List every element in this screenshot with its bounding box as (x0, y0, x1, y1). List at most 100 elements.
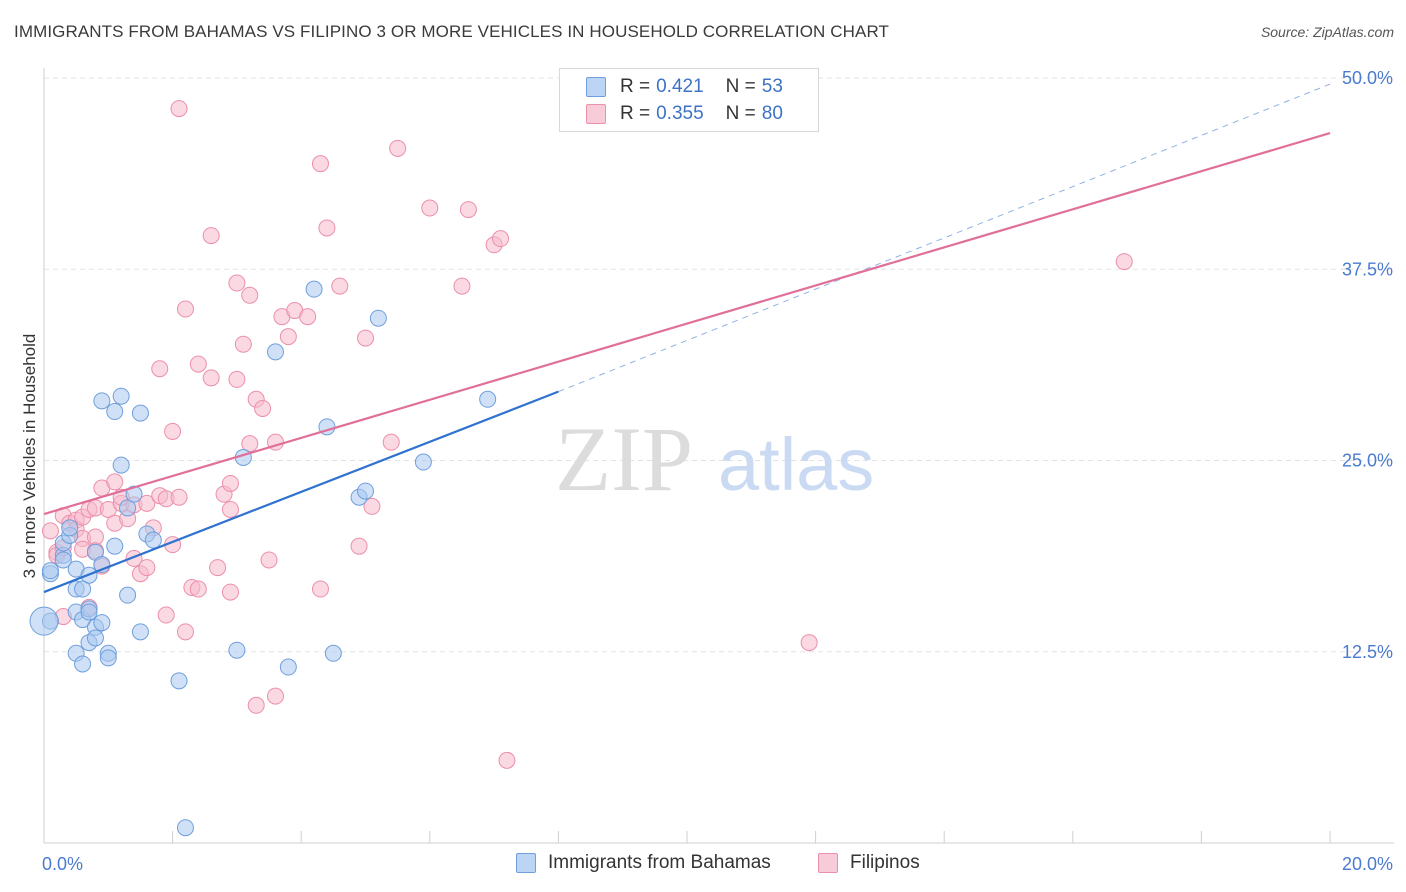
legend-n-label: N = (725, 103, 756, 124)
filipinos-point (202, 369, 220, 387)
legend-row-filipinos: R = 0.355 N = 80 (586, 103, 783, 125)
filipinos-point (492, 230, 510, 248)
bahamas-point (29, 606, 59, 636)
bahamas-point (357, 482, 374, 500)
legend-row-bahamas: R = 0.421 N = 53 (586, 76, 783, 98)
trend-lines (43, 83, 1331, 594)
bahamas-point (106, 403, 124, 421)
filipinos-trend-line (43, 132, 1331, 516)
filipinos-point (389, 139, 407, 157)
bahamas-point (144, 531, 162, 549)
watermark: ZIP atlas (555, 408, 874, 510)
filipinos-point (382, 433, 400, 451)
axes (43, 68, 1394, 844)
filipinos-point (106, 473, 124, 491)
bahamas-point (61, 519, 79, 537)
filipinos-point (459, 201, 477, 219)
bottom-legend-filipinos: Filipinos (818, 852, 920, 874)
bahamas-point (266, 343, 284, 361)
bahamas-point (54, 551, 72, 569)
bahamas-point (93, 392, 111, 410)
filipinos-point (189, 580, 207, 598)
filipinos-point (176, 300, 194, 318)
bahamas-point (414, 453, 432, 471)
filipinos-point (228, 370, 246, 388)
filipinos-point (363, 497, 381, 515)
bahamas-point (106, 537, 124, 555)
bahamas-point (170, 672, 188, 690)
bahamas-point (369, 309, 387, 327)
legend-r-value: 0.355 (656, 103, 704, 124)
bahamas-points (29, 280, 497, 837)
filipinos-point (357, 329, 374, 347)
chart-title: IMMIGRANTS FROM BAHAMAS VS FILIPINO 3 OR… (14, 22, 889, 41)
filipinos-point (331, 277, 349, 295)
filipinos-point (311, 155, 329, 173)
filipinos-point (241, 286, 259, 304)
filipinos-point (221, 500, 239, 518)
bahamas-point (112, 387, 130, 405)
filipinos-point (241, 435, 259, 453)
bahamas-point (279, 658, 297, 676)
filipinos-point (170, 488, 188, 506)
bahamas-point (74, 580, 92, 598)
bahamas-point (228, 641, 246, 659)
y-tick-label: 12.5% (1342, 642, 1393, 662)
legend-r-value: 0.421 (656, 76, 704, 97)
legend-n-value: 53 (761, 76, 783, 97)
filipinos-point (453, 277, 471, 295)
watermark-atlas: atlas (718, 423, 874, 506)
filipinos-point (164, 422, 182, 440)
legend-swatch-pink (586, 104, 606, 124)
filipinos-point (209, 559, 227, 577)
y-axis-label: 3 or more Vehicles in Household (20, 334, 39, 579)
filipinos-point (228, 274, 246, 292)
bahamas-point (305, 280, 323, 298)
filipinos-point (176, 623, 194, 641)
bottom-legend-swatch-pink (818, 853, 838, 873)
legend-swatch-blue (586, 77, 606, 97)
watermark-zip: ZIP (555, 408, 693, 510)
filipinos-point (221, 474, 239, 492)
bahamas-point (80, 603, 98, 621)
filipinos-point (234, 335, 252, 353)
bahamas-point (125, 485, 143, 503)
bahamas-point (93, 614, 111, 632)
grid-lines (44, 77, 1394, 653)
filipinos-point (247, 696, 265, 714)
bahamas-point (131, 623, 149, 641)
bahamas-point (479, 390, 497, 408)
filipinos-point (254, 399, 272, 417)
legend-n-label: N = (725, 76, 756, 97)
filipinos-point (279, 328, 297, 346)
bahamas-point (324, 644, 342, 662)
filipinos-point (221, 583, 239, 601)
filipinos-point (299, 308, 317, 326)
bahamas-point (86, 629, 104, 647)
filipinos-point (151, 360, 169, 378)
filipinos-point (498, 751, 516, 769)
legend-r-label: R = (620, 103, 651, 124)
bahamas-trend-line (43, 390, 559, 594)
y-tick-label: 25.0% (1342, 451, 1393, 471)
bahamas-point (41, 562, 59, 580)
source-credit: Source: ZipAtlas.com (1260, 24, 1394, 40)
bottom-legend-bahamas: Immigrants from Bahamas (516, 852, 771, 874)
filipinos-point (266, 687, 284, 705)
bottom-legend-label-bahamas: Immigrants from Bahamas (548, 852, 771, 873)
x-tick-label: 0.0% (42, 854, 83, 874)
bahamas-point (119, 499, 137, 517)
filipinos-point (260, 551, 278, 569)
y-tick-label: 50.0% (1342, 68, 1393, 88)
filipinos-point (157, 606, 175, 624)
bottom-legend-swatch-blue (516, 853, 536, 873)
y-tick-label: 37.5% (1342, 259, 1393, 279)
filipinos-point (318, 219, 336, 237)
bahamas-point (74, 655, 92, 673)
filipinos-point (202, 227, 220, 245)
legend-n-value: 80 (761, 103, 783, 124)
filipinos-point (311, 580, 329, 598)
bahamas-point (99, 649, 117, 667)
x-tick-label: 20.0% (1342, 854, 1393, 874)
bottom-legend-label-filipinos: Filipinos (850, 852, 920, 873)
